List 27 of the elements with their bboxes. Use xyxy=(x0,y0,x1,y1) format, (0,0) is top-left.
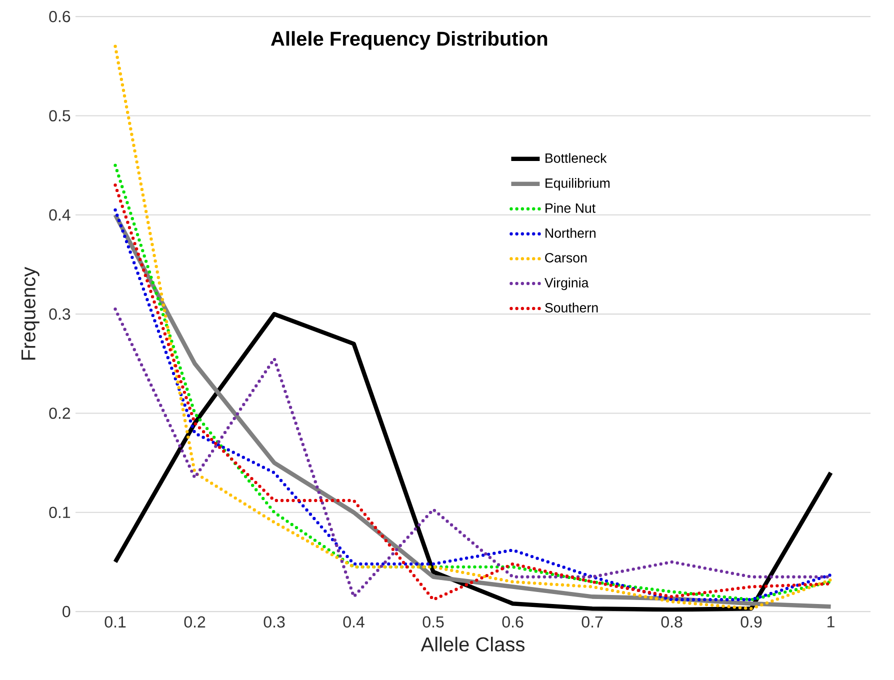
x-tick-label: 0.7 xyxy=(582,616,603,628)
y-tick-label: 0.5 xyxy=(49,110,70,122)
x-tick-label: 0.2 xyxy=(184,616,206,628)
x-tick-label: 0.6 xyxy=(502,616,524,628)
legend-label: Equilibrium xyxy=(546,178,610,190)
x-tick-label: 0.8 xyxy=(661,616,682,628)
legend-label: Northern xyxy=(546,228,596,238)
y-tick-label: 0.4 xyxy=(49,209,70,221)
legend-label: Carson xyxy=(545,253,587,262)
legend-label: Southern xyxy=(545,302,598,312)
x-tick-label: 0.9 xyxy=(740,616,762,628)
x-axis-title: Allele Class xyxy=(420,636,524,652)
x-tick-label: 0.4 xyxy=(343,616,364,628)
y-axis-title: Frequency xyxy=(22,266,40,360)
y-tick-label: 0.2 xyxy=(49,408,70,419)
x-tick-label: 0.3 xyxy=(264,616,285,628)
x-tick-label: 0.5 xyxy=(422,616,444,628)
x-tick-label: 0.1 xyxy=(104,616,126,628)
x-tick-label: 1 xyxy=(828,616,834,628)
y-tick-label: 0.3 xyxy=(49,308,70,320)
y-tick-label: 0.6 xyxy=(49,10,70,22)
y-tick-label: 0 xyxy=(62,606,70,618)
y-tick-label: 0.1 xyxy=(49,506,70,518)
legend-label: Bottleneck xyxy=(546,153,607,163)
legend-label: Pine Nut xyxy=(546,203,596,213)
legend-label: Virginia xyxy=(544,278,589,290)
text: Allele Frequency Distribution xyxy=(271,31,548,50)
